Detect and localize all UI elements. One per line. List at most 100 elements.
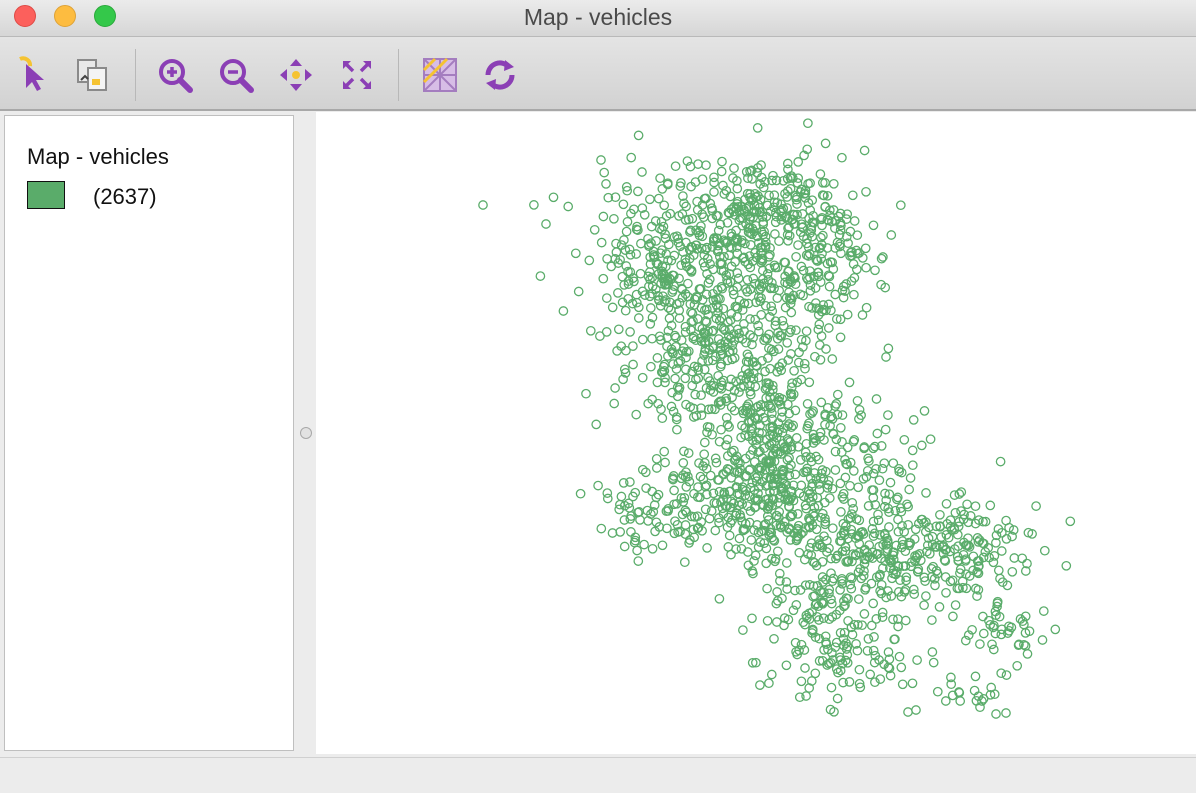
map-point[interactable]: [1008, 525, 1019, 535]
map-point[interactable]: [838, 677, 848, 688]
map-point[interactable]: [666, 344, 677, 355]
map-point[interactable]: [848, 259, 859, 269]
map-point[interactable]: [706, 404, 717, 414]
map-point[interactable]: [650, 284, 661, 295]
map-point[interactable]: [846, 573, 857, 584]
map-point[interactable]: [718, 469, 729, 480]
map-point[interactable]: [807, 628, 817, 638]
full-extent-button[interactable]: [337, 55, 377, 95]
map-point[interactable]: [710, 351, 721, 362]
map-point[interactable]: [757, 253, 768, 264]
map-point[interactable]: [660, 372, 670, 383]
map-point[interactable]: [811, 435, 821, 446]
map-point[interactable]: [732, 196, 743, 207]
map-point[interactable]: [842, 209, 853, 220]
map-point[interactable]: [716, 166, 727, 177]
map-point[interactable]: [991, 530, 1002, 541]
map-point[interactable]: [620, 305, 631, 316]
map-point[interactable]: [772, 449, 783, 459]
map-point[interactable]: [804, 579, 815, 590]
map-point[interactable]: [746, 423, 757, 434]
map-point[interactable]: [867, 485, 877, 495]
map-point[interactable]: [868, 531, 879, 541]
map-point[interactable]: [815, 277, 826, 287]
map-point[interactable]: [625, 327, 635, 337]
map-point[interactable]: [738, 252, 749, 263]
map-point[interactable]: [875, 586, 885, 596]
map-point[interactable]: [670, 161, 681, 172]
map-point[interactable]: [607, 302, 618, 313]
map-point[interactable]: [674, 313, 685, 324]
map-point[interactable]: [850, 533, 861, 544]
map-point[interactable]: [862, 645, 873, 656]
map-point[interactable]: [730, 301, 741, 312]
map-point[interactable]: [774, 568, 785, 579]
map-point[interactable]: [637, 286, 648, 297]
map-point[interactable]: [1017, 553, 1028, 564]
map-point[interactable]: [681, 467, 691, 478]
map-point[interactable]: [767, 175, 777, 186]
map-point[interactable]: [880, 282, 891, 293]
map-point[interactable]: [810, 668, 821, 679]
map-point[interactable]: [743, 399, 754, 409]
map-point[interactable]: [911, 705, 921, 715]
map-point[interactable]: [861, 186, 871, 197]
map-point[interactable]: [856, 410, 866, 421]
map-point[interactable]: [927, 615, 937, 625]
map-point[interactable]: [856, 573, 867, 584]
map-point[interactable]: [548, 192, 559, 203]
map-point[interactable]: [791, 433, 802, 443]
map-point[interactable]: [708, 264, 718, 275]
map-point[interactable]: [723, 317, 733, 327]
map-point[interactable]: [837, 658, 848, 669]
map-point[interactable]: [649, 252, 660, 262]
map-point[interactable]: [734, 533, 745, 544]
map-point[interactable]: [749, 206, 760, 217]
map-point[interactable]: [845, 480, 855, 491]
map-point[interactable]: [837, 152, 847, 163]
map-point[interactable]: [616, 491, 627, 502]
map-point[interactable]: [724, 530, 735, 541]
map-point[interactable]: [782, 399, 793, 410]
map-point[interactable]: [747, 613, 757, 624]
map-point[interactable]: [991, 709, 1001, 719]
map-point[interactable]: [796, 480, 807, 491]
map-point[interactable]: [847, 629, 858, 640]
map-point[interactable]: [929, 573, 940, 584]
map-point[interactable]: [731, 482, 742, 492]
map-point[interactable]: [711, 233, 722, 244]
map-point[interactable]: [977, 538, 988, 548]
map-point[interactable]: [800, 188, 811, 199]
map-point[interactable]: [754, 482, 764, 492]
map-point[interactable]: [753, 320, 763, 331]
map-point[interactable]: [841, 214, 852, 224]
map-point[interactable]: [880, 424, 891, 435]
map-point[interactable]: [815, 427, 826, 438]
map-point[interactable]: [704, 274, 715, 285]
map-point[interactable]: [654, 223, 665, 234]
map-point[interactable]: [1022, 558, 1032, 569]
map-point[interactable]: [925, 434, 936, 445]
map-point[interactable]: [805, 542, 815, 553]
map-point[interactable]: [700, 504, 711, 515]
map-point[interactable]: [656, 367, 667, 378]
map-point[interactable]: [624, 244, 635, 255]
map-point[interactable]: [949, 490, 960, 500]
map-point[interactable]: [700, 336, 711, 347]
map-point[interactable]: [806, 538, 817, 549]
map-point[interactable]: [715, 349, 726, 360]
map-point[interactable]: [715, 343, 726, 354]
map-point[interactable]: [804, 608, 815, 619]
map-point[interactable]: [775, 399, 786, 410]
map-point[interactable]: [860, 582, 871, 593]
map-point[interactable]: [770, 469, 781, 480]
map-point[interactable]: [875, 530, 885, 540]
map-point[interactable]: [747, 256, 758, 267]
map-point[interactable]: [794, 692, 805, 703]
refresh-button[interactable]: [480, 55, 520, 95]
map-point[interactable]: [780, 444, 791, 455]
map-point[interactable]: [726, 308, 737, 319]
map-point[interactable]: [1038, 606, 1049, 616]
map-point[interactable]: [787, 378, 798, 389]
map-point[interactable]: [919, 406, 930, 416]
